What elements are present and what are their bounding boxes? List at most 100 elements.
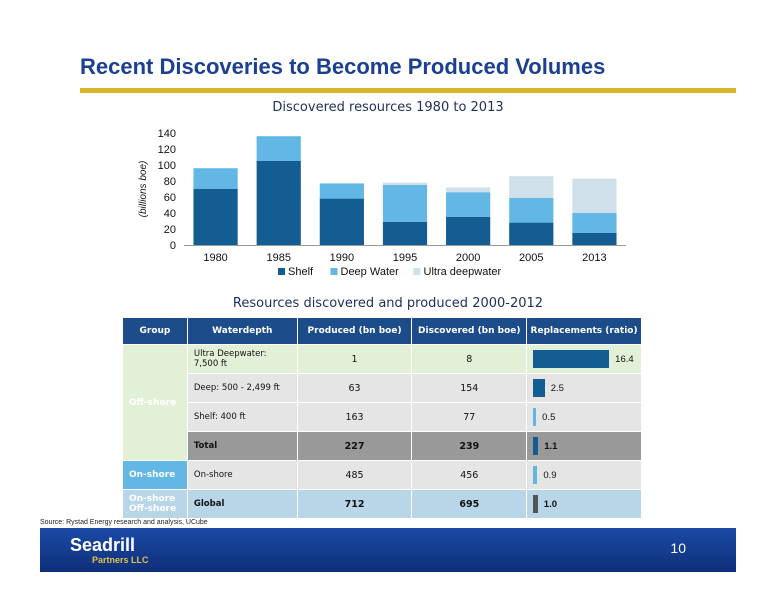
produced-cell: 63	[296, 373, 413, 403]
bar-shelf	[572, 233, 617, 245]
y-tick-label: 100	[158, 160, 176, 172]
y-axis-label: (billions boe)	[138, 161, 149, 218]
bar-deep-water	[446, 192, 491, 217]
ratio-label: 2.5	[550, 382, 564, 394]
bar-chart: 0 20 40 60 80 100 120 140 (billions boe) 1980 1985…	[138, 128, 626, 278]
table-row: Off-shore Ultra Deepwater: 7,500 ft 1 8 …	[122, 344, 642, 461]
waterdepth-cell: On-shore	[186, 460, 298, 490]
page-number: 10	[670, 540, 686, 556]
bar-deep-water	[572, 213, 617, 233]
y-tick-label: 0	[170, 240, 176, 252]
legend-swatch	[278, 268, 285, 275]
bar-shelf	[193, 189, 238, 245]
ratio-label: 16.4	[615, 353, 634, 365]
y-tick-label: 40	[164, 208, 176, 220]
group-global: On-shore Off-shore	[122, 489, 188, 519]
discovered-cell: 456	[411, 460, 528, 490]
ratio-bar	[533, 466, 538, 484]
bar-deep-water	[509, 197, 554, 223]
bar-ultra-deepwater	[509, 176, 554, 198]
resources-table: Group Waterdepth Produced (bn boe) Disco…	[122, 317, 642, 519]
table-row: On-shore On-shore 485 456 0.9	[122, 460, 642, 490]
y-tick-label: 60	[164, 192, 176, 204]
bar-deep-water	[382, 185, 428, 222]
x-tick-label: 2013	[582, 252, 606, 264]
bar-ultra-deepwater	[382, 182, 428, 185]
bar-ultra-deepwater	[572, 178, 617, 213]
waterdepth-cell: Shelf: 400 ft	[186, 402, 298, 432]
table-row: On-shore Off-shore Global 712 695 1.0	[122, 489, 642, 519]
table-row: Deep: 500 - 2,499 ft 63 154 2.5	[123, 373, 642, 403]
y-tick-label: 140	[158, 128, 176, 140]
bar-deep-water	[256, 136, 301, 161]
ratio-bar	[533, 379, 545, 397]
discovered-cell: 77	[411, 402, 528, 432]
chart-title: Discovered resources 1980 to 2013	[272, 100, 504, 115]
ratio-bar	[533, 437, 539, 455]
x-tick-label: 2000	[456, 252, 480, 264]
legend-swatch	[413, 268, 421, 275]
company-logo-sub: Partners LLC	[92, 555, 149, 565]
header-discovered: Discovered (bn boe)	[411, 317, 528, 345]
ratio-label: 1.1	[544, 440, 558, 452]
table-title: Resources discovered and produced 2000-2…	[232, 296, 544, 311]
replacement-cell: 1.0	[526, 489, 642, 519]
bar-deep-water	[193, 168, 238, 189]
waterdepth-cell: Deep: 500 - 2,499 ft	[186, 373, 298, 403]
x-tick-label: 1985	[266, 252, 290, 264]
x-tick-label: 1980	[203, 252, 227, 264]
legend-label: Deep Water	[341, 266, 400, 278]
waterdepth-cell: Total	[186, 431, 298, 461]
produced-cell: 485	[296, 460, 413, 490]
replacement-cell: 16.4	[526, 344, 642, 374]
bar-ultra-deepwater	[446, 187, 491, 193]
discovered-cell: 695	[411, 489, 528, 519]
produced-cell: 163	[296, 402, 413, 432]
header-replacements: Replacements (ratio)	[526, 317, 642, 345]
header-produced: Produced (bn boe)	[296, 317, 413, 345]
legend-swatch	[330, 268, 338, 275]
group-global-line2: Off-shore	[129, 504, 177, 514]
ratio-label: 1.0	[543, 498, 557, 510]
bar-shelf	[319, 198, 364, 245]
bar-shelf	[509, 222, 554, 245]
waterdepth-cell: Ultra Deepwater: 7,500 ft	[186, 344, 298, 374]
bar-shelf	[256, 161, 301, 245]
x-tick-label: 1995	[393, 252, 417, 264]
group-global-line1: On-shore	[129, 494, 176, 504]
x-tick-label: 2005	[519, 252, 543, 264]
ratio-label: 0.5	[542, 411, 556, 423]
source-note: Source: Rystad Energy research and analy…	[40, 519, 208, 526]
y-tick-label: 20	[164, 224, 176, 236]
group-offshore: Off-shore	[122, 344, 188, 461]
replacement-cell: 0.9	[526, 460, 642, 490]
y-tick-label: 120	[158, 144, 176, 156]
discovered-cell: 8	[411, 344, 528, 374]
replacement-cell: 1.1	[526, 431, 642, 461]
ratio-bar	[533, 350, 610, 368]
footer-bar: Seadrill Partners LLC 10	[40, 528, 736, 572]
ratio-bar	[533, 495, 538, 513]
group-onshore: On-shore	[122, 460, 188, 490]
header-group: Group	[122, 317, 188, 345]
title-rule	[80, 88, 736, 93]
legend-label: Shelf	[288, 266, 314, 278]
replacement-cell: 0.5	[526, 402, 642, 432]
table-row: Shelf: 400 ft 163 77 0.5	[123, 402, 642, 432]
bar-deep-water	[319, 183, 364, 199]
bar-shelf	[446, 217, 491, 245]
waterdepth-cell: Global	[186, 489, 298, 519]
ratio-bar	[533, 408, 537, 426]
header-waterdepth: Waterdepth	[186, 317, 298, 345]
x-tick-label: 1990	[330, 252, 354, 264]
y-tick-label: 80	[164, 176, 176, 188]
bar-shelf	[382, 221, 428, 245]
slide-title: Recent Discoveries to Become Produced Vo…	[80, 54, 606, 79]
company-logo: Seadrill	[70, 535, 136, 555]
discovered-cell: 154	[411, 373, 528, 403]
table-row: Total 227 239 1.1	[123, 431, 642, 461]
produced-cell: 227	[296, 431, 413, 461]
replacement-cell: 2.5	[526, 373, 642, 403]
discovered-cell: 239	[411, 431, 528, 461]
ratio-label: 0.9	[543, 469, 557, 481]
